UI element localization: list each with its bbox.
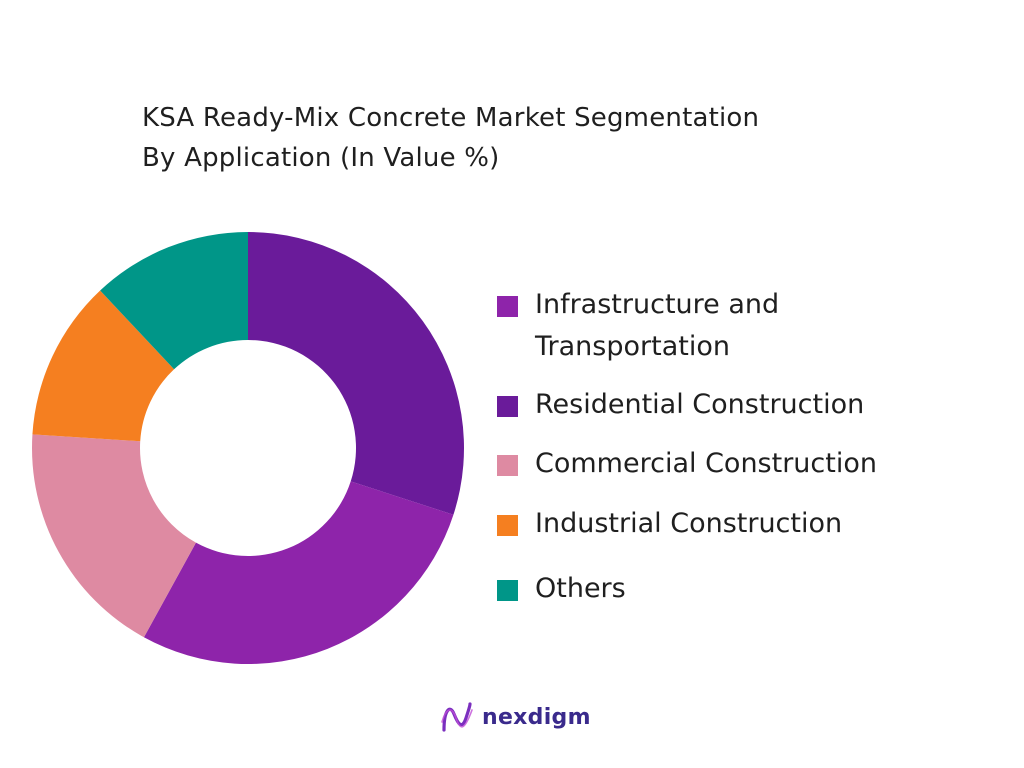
legend-swatch-others [497,580,518,601]
legend-label-industrial: Industrial Construction [535,508,843,539]
legend-label-commercial: Commercial Construction [535,448,877,479]
legend-item-commercial: Commercial Construction [497,443,877,485]
donut-slice-residential [248,232,464,515]
legend-swatch-residential [497,396,518,417]
brand-name: nexdigm [482,704,591,730]
donut-slice-others [100,232,249,370]
donut-slice-infrastructure [143,481,454,664]
legend-label-infrastructure-line-1: Infrastructure and [535,289,780,320]
brand-logo: nexdigm [440,700,591,734]
chart-title-line-2: By Application (In Value %) [142,143,500,173]
legend-label-infrastructure-line-2: Transportation [535,331,730,362]
legend-swatch-commercial [497,455,518,476]
nexdigm-logo-icon [441,702,473,732]
legend-item-infrastructure: Infrastructure and Transportation [497,284,779,368]
legend-label-infrastructure: Infrastructure and Transportation [535,284,779,368]
legend-label-others: Others [535,573,626,604]
donut-chart [32,232,464,664]
legend-label-residential: Residential Construction [535,389,865,420]
chart-title: KSA Ready-Mix Concrete Market Segmentati… [142,98,759,178]
legend-item-others: Others [497,568,626,610]
legend-swatch-infrastructure [497,296,518,317]
donut-slice-commercial [32,434,196,638]
legend-item-industrial: Industrial Construction [497,503,842,545]
legend-swatch-industrial [497,515,518,536]
chart-title-line-1: KSA Ready-Mix Concrete Market Segmentati… [142,103,760,133]
legend-item-residential: Residential Construction [497,384,864,426]
donut-slice-industrial [32,290,175,442]
